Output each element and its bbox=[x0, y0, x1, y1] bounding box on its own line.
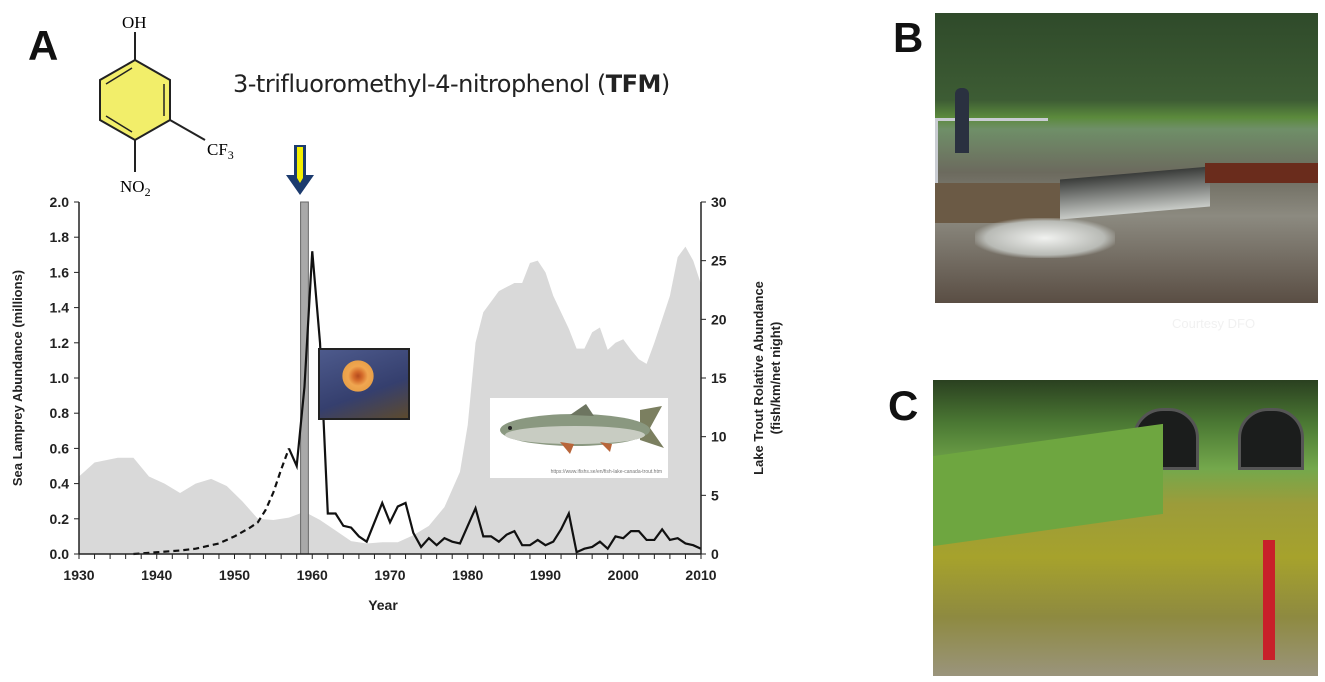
lake-trout-image bbox=[500, 404, 664, 454]
y2-tick-label: 10 bbox=[711, 429, 727, 445]
panel-label-a: A bbox=[28, 22, 59, 69]
fish-image-credit: https://www.ifishs.se/en/fish-lake-canad… bbox=[550, 469, 662, 475]
cf3-group: CF3 bbox=[207, 140, 234, 162]
y-tick-label: 2.0 bbox=[50, 194, 70, 210]
x-tick-label: 2000 bbox=[608, 567, 639, 583]
y2-axis-label: Lake Trout Rolative Abundance bbox=[751, 281, 766, 475]
tfm-arrow-icon bbox=[286, 145, 314, 195]
grass-bank bbox=[933, 423, 1163, 547]
y-tick-label: 1.4 bbox=[50, 300, 70, 316]
lamprey-trap bbox=[1205, 163, 1318, 183]
y-tick-label: 1.0 bbox=[50, 370, 70, 386]
y-tick-label: 0.0 bbox=[50, 546, 70, 562]
y2-tick-label: 0 bbox=[711, 546, 719, 562]
weir bbox=[1060, 166, 1210, 220]
y2-tick-label: 15 bbox=[711, 370, 727, 386]
benzene-ring bbox=[99, 58, 171, 142]
red-post bbox=[1263, 540, 1275, 660]
y-tick-label: 0.8 bbox=[50, 405, 70, 421]
dam-structure bbox=[935, 183, 1060, 223]
lamprey-estimated-line bbox=[133, 448, 290, 556]
oh-group: OH bbox=[122, 13, 147, 32]
barrier-dam-photo bbox=[935, 13, 1318, 303]
y-tick-label: 0.4 bbox=[50, 476, 70, 492]
y-tick-label: 1.8 bbox=[50, 229, 70, 245]
x-tick-label: 1960 bbox=[297, 567, 328, 583]
y2-tick-label: 20 bbox=[711, 311, 727, 327]
y2-tick-label: 5 bbox=[711, 487, 719, 503]
y2-tick-label: 30 bbox=[711, 194, 727, 210]
tfm-structure: OH CF3 NO2 bbox=[99, 13, 234, 199]
whitewater bbox=[975, 218, 1115, 258]
y-tick-label: 1.6 bbox=[50, 264, 70, 280]
tfm-treated-stream-photo bbox=[933, 380, 1318, 676]
lamprey-mouth-photo bbox=[318, 348, 410, 420]
y-axis-label: Sea Lamprey Abundance (millions) bbox=[10, 270, 25, 486]
lake-trout-inset: https://www.ifishs.se/en/fish-lake-canad… bbox=[490, 398, 668, 478]
x-tick-label: 1940 bbox=[141, 567, 172, 583]
compound-name: 3-trifluoromethyl-4-nitrophenol (TFM) bbox=[233, 70, 670, 98]
x-tick-label: 1930 bbox=[63, 567, 94, 583]
no2-group: NO2 bbox=[120, 177, 151, 199]
panel-label-b: B bbox=[893, 14, 924, 61]
y-tick-label: 0.2 bbox=[50, 511, 70, 527]
panel-label-c: C bbox=[888, 382, 919, 429]
y-tick-label: 1.2 bbox=[50, 335, 70, 351]
x-axis-label: Year bbox=[368, 597, 398, 613]
lamprey-abundance-line bbox=[287, 251, 702, 554]
x-tick-label: 1970 bbox=[374, 567, 405, 583]
x-tick-label: 1980 bbox=[452, 567, 483, 583]
person bbox=[955, 88, 969, 153]
x-tick-label: 1950 bbox=[219, 567, 250, 583]
dam-railing bbox=[935, 118, 1048, 221]
y2-tick-label: 25 bbox=[711, 253, 727, 269]
culvert-right bbox=[1238, 408, 1304, 470]
y-tick-label: 0.6 bbox=[50, 440, 70, 456]
y2-axis-label-units: (fish/km/net night) bbox=[768, 322, 783, 435]
x-tick-label: 1990 bbox=[530, 567, 561, 583]
photo-credit: Courtesy DFO bbox=[1172, 316, 1256, 331]
x-tick-label: 2010 bbox=[685, 567, 716, 583]
